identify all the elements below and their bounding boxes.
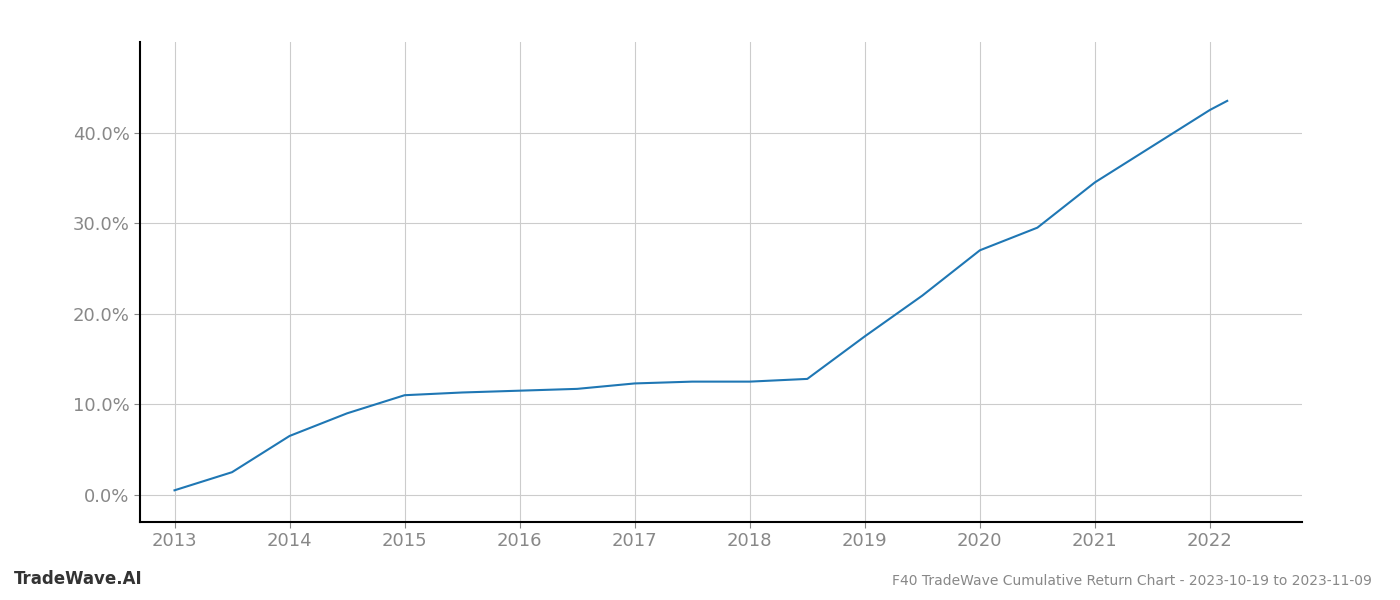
Text: TradeWave.AI: TradeWave.AI (14, 570, 143, 588)
Text: F40 TradeWave Cumulative Return Chart - 2023-10-19 to 2023-11-09: F40 TradeWave Cumulative Return Chart - … (892, 574, 1372, 588)
